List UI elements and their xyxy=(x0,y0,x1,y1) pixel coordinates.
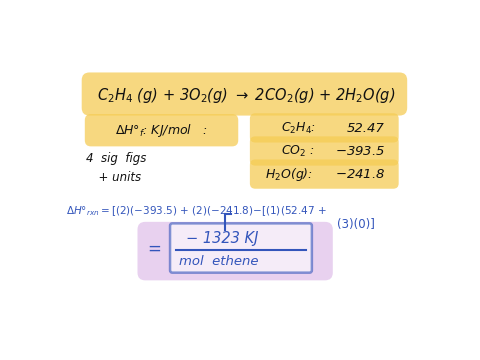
FancyBboxPatch shape xyxy=(137,222,333,280)
FancyBboxPatch shape xyxy=(85,114,238,147)
Text: $H_2O$(g):: $H_2O$(g): xyxy=(265,166,313,183)
Text: $-$241.8: $-$241.8 xyxy=(335,168,385,181)
Text: 4  sig  figs
  + units: 4 sig figs + units xyxy=(85,152,146,184)
Text: 52.47: 52.47 xyxy=(347,122,384,135)
Text: (3)(0)]: (3)(0)] xyxy=(337,219,375,231)
Text: $-$393.5: $-$393.5 xyxy=(335,145,385,158)
Text: − 1323 KJ: − 1323 KJ xyxy=(186,231,258,246)
Text: $CO_2$ :: $CO_2$ : xyxy=(281,144,314,159)
Text: $C_2H_4$:: $C_2H_4$: xyxy=(281,121,316,136)
Text: $\Delta H°_{rxn}=$[(2)(−393.5) + (2)(−241.8)−[(1)(52.47 +: $\Delta H°_{rxn}=$[(2)(−393.5) + (2)(−24… xyxy=(66,204,327,218)
FancyBboxPatch shape xyxy=(250,159,399,189)
Text: mol  ethene: mol ethene xyxy=(179,255,259,267)
FancyBboxPatch shape xyxy=(82,72,407,116)
FancyBboxPatch shape xyxy=(250,113,399,143)
Text: $\Delta H°_f$: KJ/mol   :: $\Delta H°_f$: KJ/mol : xyxy=(115,122,208,139)
Text: $C_2H_4$ (g) + 3O$_2$(g) $\rightarrow$ 2CO$_2$(g) + 2H$_2$O(g): $C_2H_4$ (g) + 3O$_2$(g) $\rightarrow$ 2… xyxy=(97,86,395,105)
Text: =: = xyxy=(148,240,161,258)
FancyBboxPatch shape xyxy=(170,223,312,273)
FancyBboxPatch shape xyxy=(250,136,399,166)
